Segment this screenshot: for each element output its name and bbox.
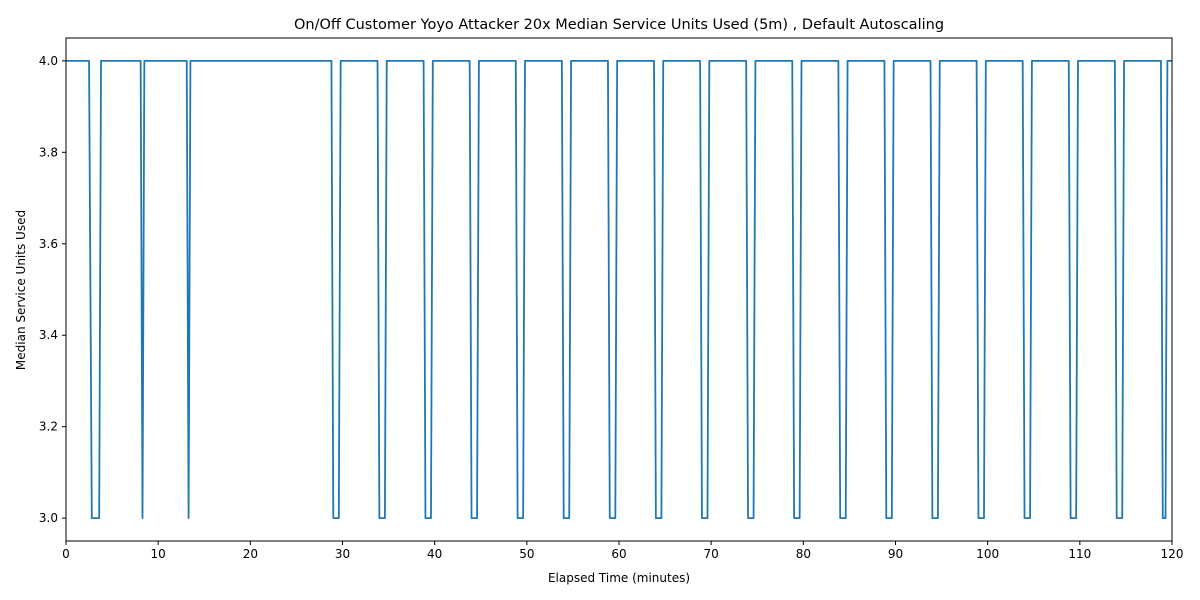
y-tick-label: 3.6 (39, 237, 58, 251)
chart-title: On/Off Customer Yoyo Attacker 20x Median… (294, 17, 944, 33)
y-tick-label: 3.2 (39, 420, 58, 434)
x-tick-label: 120 (1161, 547, 1184, 561)
y-tick-label: 4.0 (39, 54, 58, 68)
plot-area (65, 37, 1173, 542)
x-tick-label: 0 (62, 547, 70, 561)
x-tick-label: 40 (427, 547, 442, 561)
x-tick-label: 90 (888, 547, 903, 561)
plot-frame (65, 37, 1173, 542)
y-axis: 3.0 3.2 3.4 3.6 3.8 4.0 (39, 54, 66, 525)
x-axis: 0 10 20 30 40 50 60 70 80 90 100 110 120 (62, 541, 1183, 561)
x-tick-label: 30 (335, 547, 350, 561)
x-tick-label: 10 (151, 547, 166, 561)
x-tick-label: 20 (243, 547, 258, 561)
x-tick-label: 70 (704, 547, 719, 561)
y-axis-label: Median Service Units Used (14, 210, 28, 370)
x-axis-label: Elapsed Time (minutes) (548, 571, 690, 585)
x-tick-label: 110 (1068, 547, 1091, 561)
x-tick-label: 50 (519, 547, 534, 561)
y-tick-label: 3.0 (39, 511, 58, 525)
x-tick-label: 100 (976, 547, 999, 561)
x-tick-label: 60 (611, 547, 626, 561)
x-tick-label: 80 (796, 547, 811, 561)
y-tick-label: 3.4 (39, 328, 58, 342)
series-line-1 (66, 59, 1172, 520)
y-tick-label: 3.8 (39, 145, 58, 159)
